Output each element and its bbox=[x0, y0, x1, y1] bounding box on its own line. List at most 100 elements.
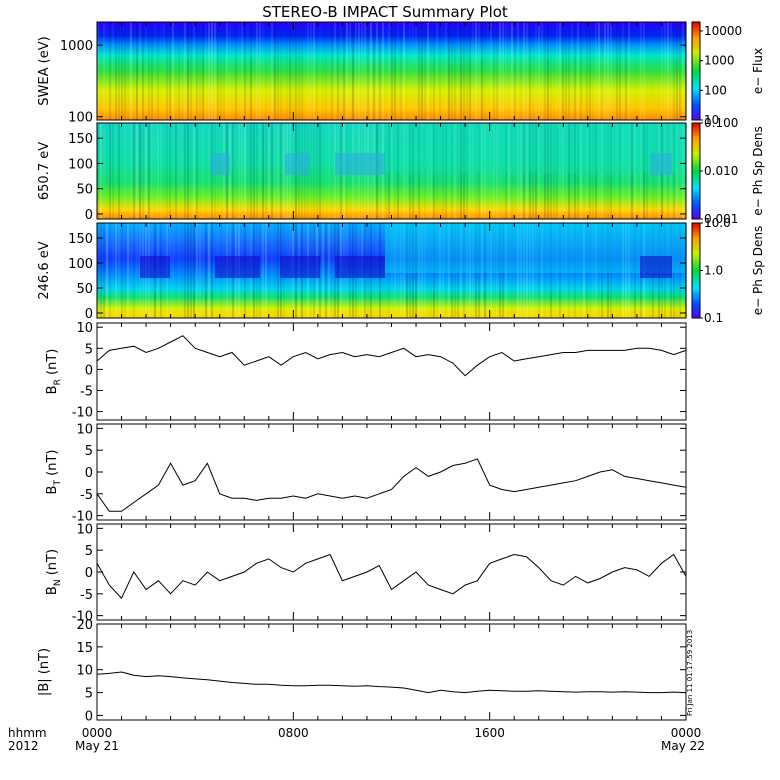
pad650-heatmap-streak bbox=[202, 123, 204, 219]
pad650-heatmap-streak bbox=[577, 123, 579, 219]
pad650-ytick-label: 100 bbox=[68, 157, 93, 172]
pad650-heatmap-streak bbox=[247, 123, 249, 219]
pad650-heatmap-streak bbox=[481, 123, 483, 219]
pad650-colorbar-tick-label: 0.001 bbox=[704, 212, 738, 226]
swea-heatmap-streak bbox=[550, 22, 552, 120]
swea-heatmap-streak bbox=[619, 22, 621, 120]
pad650-heatmap-streak bbox=[103, 123, 105, 219]
pad650-heatmap-streak bbox=[517, 123, 519, 219]
swea-heatmap-streak bbox=[424, 22, 426, 120]
pad650-heatmap-streak bbox=[472, 123, 474, 219]
swea-heatmap-streak bbox=[418, 22, 420, 120]
pad650-heatmap-streak bbox=[556, 123, 558, 219]
swea-heatmap-streak bbox=[358, 22, 360, 120]
pad650-heatmap-streak bbox=[589, 123, 591, 219]
swea-heatmap-streak bbox=[220, 22, 222, 120]
pad650-heatmap-streak bbox=[568, 123, 570, 219]
swea-heatmap-streak bbox=[196, 22, 198, 120]
pad650-heatmap-streak bbox=[676, 123, 678, 219]
swea-heatmap-streak bbox=[235, 22, 237, 120]
swea-heatmap-streak bbox=[160, 22, 162, 120]
pad246-heatmap-streak bbox=[112, 223, 114, 318]
pad650-heatmap-streak bbox=[325, 123, 327, 219]
pad650-heatmap-streak bbox=[643, 123, 645, 219]
swea-heatmap-streak bbox=[526, 22, 528, 120]
swea-heatmap-streak bbox=[256, 22, 258, 120]
swea-heatmap-streak bbox=[337, 22, 339, 120]
swea-heatmap-streak bbox=[172, 22, 174, 120]
swea-heatmap-streak bbox=[571, 22, 573, 120]
swea-heatmap-streak bbox=[400, 22, 402, 120]
br-ylabel: BR (nT) bbox=[45, 349, 63, 395]
pad246-heatmap-streak bbox=[127, 223, 129, 318]
swea-heatmap-streak bbox=[118, 22, 120, 120]
bt-frame bbox=[96, 423, 687, 521]
pad650-blue-patch bbox=[210, 153, 230, 175]
pad246-heatmap-streak bbox=[271, 223, 273, 318]
bn-ytick-label: 0 bbox=[85, 566, 93, 581]
swea-heatmap-streak bbox=[493, 22, 495, 120]
swea-heatmap-streak bbox=[475, 22, 477, 120]
pad650-ytick-label: 150 bbox=[68, 132, 93, 147]
swea-heatmap-streak bbox=[433, 22, 435, 120]
pad650-heatmap-cells bbox=[97, 123, 686, 219]
bt-ylabel-unit: (nT) bbox=[45, 450, 60, 480]
pad246-heatmap-streak bbox=[277, 223, 279, 318]
swea-heatmap-streak bbox=[625, 22, 627, 120]
swea-colorbar bbox=[691, 21, 701, 121]
swea-heatmap-streak bbox=[277, 22, 279, 120]
pad650-heatmap-streak bbox=[490, 123, 492, 219]
pad650-heatmap-streak bbox=[283, 123, 285, 219]
pad650-heatmap-streak bbox=[133, 123, 135, 219]
swea-heatmap-streak bbox=[472, 22, 474, 120]
pad246-ylabel: 246.6 eV bbox=[37, 241, 52, 299]
pad246-heatmap-streak bbox=[118, 223, 120, 318]
bt-series-line bbox=[96, 458, 687, 512]
swea-heatmap-streak bbox=[208, 22, 210, 120]
swea-heatmap-streak bbox=[280, 22, 282, 120]
swea-heatmap-streak bbox=[151, 22, 153, 120]
pad246-heatmap-streak bbox=[103, 223, 105, 318]
swea-heatmap-streak bbox=[154, 22, 156, 120]
swea-heatmap-streak bbox=[412, 22, 414, 120]
swea-heatmap-streak bbox=[487, 22, 489, 120]
pad650-heatmap-streak bbox=[595, 123, 597, 219]
swea-heatmap-streak bbox=[202, 22, 204, 120]
swea-heatmap-streak bbox=[178, 22, 180, 120]
swea-heatmap-streak bbox=[274, 22, 276, 120]
swea-heatmap-streak bbox=[613, 22, 615, 120]
swea-heatmap-streak bbox=[217, 22, 219, 120]
pad650-heatmap-streak bbox=[646, 123, 648, 219]
pad650-heatmap-streak bbox=[139, 123, 141, 219]
swea-heatmap-streak bbox=[634, 22, 636, 120]
swea-heatmap-streak bbox=[340, 22, 342, 120]
pad650-heatmap-streak bbox=[121, 123, 123, 219]
bt-ylabel: BT (nT) bbox=[45, 450, 63, 495]
pad650-heatmap-streak bbox=[436, 123, 438, 219]
bn-ylabel-main: B bbox=[45, 586, 60, 595]
bn-ylabel: BN (nT) bbox=[45, 549, 63, 595]
swea-heatmap-streak bbox=[148, 22, 150, 120]
swea-heatmap-cells bbox=[97, 22, 686, 120]
pad650-heatmap-streak bbox=[622, 123, 624, 219]
swea-heatmap-streak bbox=[349, 22, 351, 120]
pad650-heatmap-streak bbox=[427, 123, 429, 219]
swea-heatmap-streak bbox=[646, 22, 648, 120]
swea-heatmap-streak bbox=[520, 22, 522, 120]
pad246-heatmap-streak bbox=[121, 223, 123, 318]
pad650-heatmap-streak bbox=[253, 123, 255, 219]
pad650-heatmap-streak bbox=[391, 123, 393, 219]
pad650-heatmap-streak bbox=[157, 123, 159, 219]
swea-colorbar-tick-label: 100 bbox=[704, 83, 727, 97]
swea-colorbar-tick-label: 10000 bbox=[704, 24, 742, 38]
pad650-heatmap-streak bbox=[256, 123, 258, 219]
swea-heatmap-streak bbox=[253, 22, 255, 120]
br-ytick-label: 0 bbox=[85, 363, 93, 378]
panel-swea: 10000 1000 100 10 e− Flux 1000 100 SWEA (eV) bbox=[37, 21, 765, 127]
btot-ytick-label: 10 bbox=[76, 664, 93, 679]
swea-heatmap-streak bbox=[322, 22, 324, 120]
pad650-heatmap-streak bbox=[454, 123, 456, 219]
pad650-heatmap-streak bbox=[241, 123, 243, 219]
swea-heatmap-streak bbox=[121, 22, 123, 120]
